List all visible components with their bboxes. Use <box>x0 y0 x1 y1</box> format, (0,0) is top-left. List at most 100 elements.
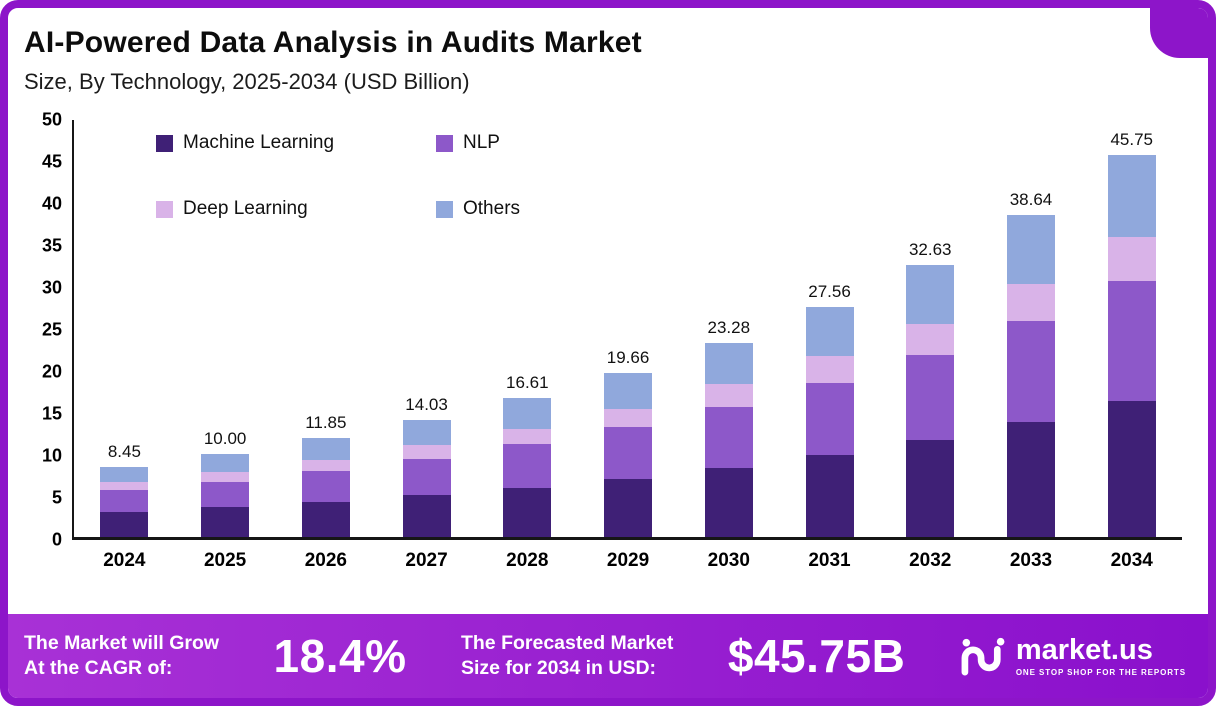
bar-group: 23.28 <box>678 120 779 537</box>
y-tick-label: 45 <box>41 151 62 172</box>
bar-total-label: 19.66 <box>606 348 650 368</box>
brand-logo: market.us ONE STOP SHOP FOR THE REPORTS <box>960 633 1186 677</box>
bar-group: 32.63 <box>880 120 981 537</box>
header: AI-Powered Data Analysis in Audits Marke… <box>8 8 1208 96</box>
legend-item: Machine Learning <box>156 132 436 154</box>
bar-segment <box>805 307 854 357</box>
bar-segment <box>503 398 552 429</box>
bar-segment <box>906 440 955 537</box>
brand-name: market.us <box>1015 633 1153 666</box>
bar-segment <box>301 501 350 538</box>
page-title: AI-Powered Data Analysis in Audits Marke… <box>24 26 642 59</box>
chart-legend: Machine Learning NLP Deep Learning Others <box>156 132 520 220</box>
y-tick-label: 35 <box>41 235 62 256</box>
legend-item: Others <box>436 198 520 220</box>
bar-total-label: 11.85 <box>305 413 347 433</box>
x-axis-label: 2030 <box>707 550 750 571</box>
forecast-value: $45.75B <box>727 630 906 682</box>
bar-segment <box>402 458 451 496</box>
cagr-label-line2: At the CAGR of: <box>24 657 173 679</box>
bar-segment <box>100 481 149 491</box>
bar-segment <box>1006 321 1055 423</box>
bar-total-label: 8.45 <box>107 441 141 461</box>
bar-group: 14.03 <box>376 120 477 537</box>
bar-group: 19.66 <box>578 120 679 537</box>
stacked-bar <box>503 398 552 537</box>
x-axis-label: 2031 <box>808 550 851 571</box>
bar-group: 8.45 <box>74 120 175 537</box>
x-axis-label: 2029 <box>606 550 650 571</box>
legend-label: Others <box>463 198 521 219</box>
y-tick-label: 0 <box>51 529 62 550</box>
bar-segment <box>301 471 350 502</box>
legend-label: NLP <box>463 132 500 153</box>
y-tick-label: 20 <box>41 361 62 382</box>
bar-segment <box>503 487 552 537</box>
bars-container: 8.45 10.00 11.85 14.03 16.61 19.66 23.28 27.56 3… <box>74 120 1182 538</box>
bar-segment <box>604 427 653 479</box>
bar-segment <box>100 466 149 482</box>
stacked-bar <box>805 307 854 537</box>
bar-segment <box>1107 155 1156 237</box>
bar-segment <box>805 383 854 456</box>
x-axis: 2024 2025 2026 2027 2028 2029 2030 2031 2032 2033… <box>74 550 1182 572</box>
bar-total-label: 45.75 <box>1110 130 1153 150</box>
x-axis-label: 2027 <box>405 550 448 571</box>
legend-swatch <box>156 200 173 218</box>
cagr-label: The Market will Grow At the CAGR of: <box>24 631 219 681</box>
bar-segment <box>503 444 552 488</box>
corner-decoration <box>1150 8 1208 58</box>
stacked-bar <box>604 373 653 537</box>
bar-total-label: 10.00 <box>203 428 247 448</box>
x-axis-label: 2033 <box>1009 550 1053 571</box>
bar-segment <box>1006 214 1055 284</box>
legend-label: Machine Learning <box>183 132 335 153</box>
bar-segment <box>402 445 451 459</box>
legend-item: Deep Learning <box>156 198 436 220</box>
chart: 0 5 10 15 20 25 30 35 40 45 50 Machine Learning NLP… <box>8 110 1208 550</box>
bar-group: 27.56 <box>779 120 880 537</box>
bar-segment <box>201 507 250 537</box>
legend-label: Deep Learning <box>183 198 308 219</box>
bar-group: 11.85 <box>275 120 376 538</box>
bar-segment <box>1006 283 1055 321</box>
bar-group: 10.00 <box>175 120 276 537</box>
bar-segment <box>201 481 250 508</box>
bar-segment <box>604 478 653 537</box>
x-axis-label: 2024 <box>103 550 146 571</box>
forecast-label: The Forecasted Market Size for 2034 in U… <box>461 631 673 681</box>
bar-segment <box>201 453 250 472</box>
y-tick-label: 5 <box>51 487 62 508</box>
x-axis-label: 2034 <box>1110 550 1153 571</box>
bar-segment <box>503 428 552 445</box>
legend-swatch <box>436 134 453 152</box>
bar-segment <box>1107 236 1156 281</box>
plot-area: Machine Learning NLP Deep Learning Others 8… <box>72 120 1182 540</box>
brand-tagline: ONE STOP SHOP FOR THE REPORTS <box>1015 667 1186 677</box>
bar-segment <box>805 356 854 384</box>
bar-segment <box>906 323 955 355</box>
bar-segment <box>1107 280 1156 402</box>
y-tick-label: 15 <box>41 403 62 424</box>
forecast-label-line2: Size for 2034 in USD: <box>460 657 657 679</box>
y-tick-label: 10 <box>41 445 62 466</box>
x-axis-label: 2028 <box>506 550 549 571</box>
bar-total-label: 23.28 <box>707 317 751 337</box>
x-axis-label: 2025 <box>203 550 247 571</box>
bar-segment <box>704 467 753 537</box>
forecast-label-line1: The Forecasted Market <box>460 632 674 655</box>
stacked-bar <box>704 342 753 537</box>
bar-segment <box>805 455 854 537</box>
y-tick-label: 30 <box>41 277 62 298</box>
stacked-bar <box>100 466 149 537</box>
bar-segment <box>100 511 149 537</box>
bar-segment <box>402 495 451 537</box>
brand-text: market.us ONE STOP SHOP FOR THE REPORTS <box>1015 633 1186 677</box>
legend-item: NLP <box>436 132 520 154</box>
bar-segment <box>704 384 753 407</box>
x-axis-label: 2026 <box>304 550 347 571</box>
bar-total-label: 16.61 <box>506 373 549 393</box>
stacked-bar <box>301 438 350 538</box>
bar-total-label: 14.03 <box>405 395 448 414</box>
